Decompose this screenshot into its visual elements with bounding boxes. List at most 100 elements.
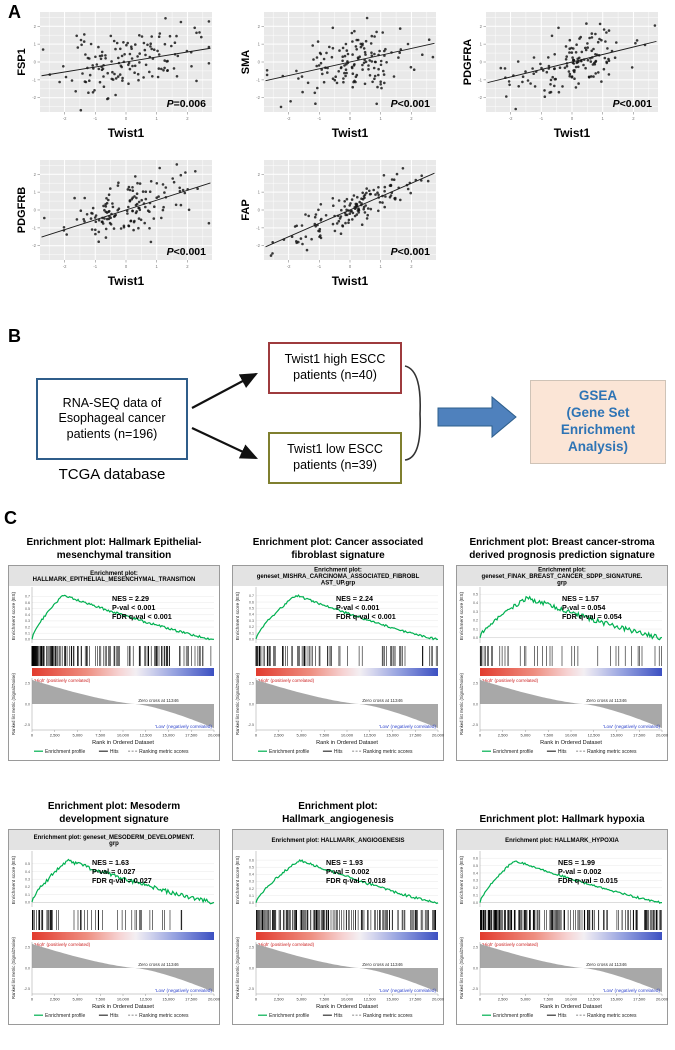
svg-text:17,500: 17,500 — [633, 997, 646, 1002]
gsea-plot-3: Enrichment plot: Breast cancer-stroma de… — [456, 536, 668, 761]
svg-text:Ranked list metric (Signal2Noi: Ranked list metric (Signal2Noise) — [11, 672, 16, 735]
svg-text:0.5: 0.5 — [473, 864, 478, 868]
svg-text:'High' (positively correlated): 'High' (positively correlated) — [258, 678, 315, 683]
svg-text:5,000: 5,000 — [520, 997, 531, 1002]
svg-text:0: 0 — [34, 60, 37, 65]
svg-text:0.6: 0.6 — [249, 600, 254, 604]
svg-text:Enrichment plot:: Enrichment plot: — [314, 568, 362, 574]
tcga-caption: TCGA database — [58, 466, 166, 483]
gsea-plot-title: Enrichment plot: Hallmark Epithelial- me… — [26, 537, 202, 561]
svg-text:0.4: 0.4 — [25, 613, 30, 617]
svg-text:7,500: 7,500 — [319, 733, 330, 738]
svg-text:Twist1: Twist1 — [332, 274, 369, 288]
big-right-arrow-icon — [437, 395, 517, 439]
svg-text:FDR q-val = 0.027: FDR q-val = 0.027 — [92, 876, 152, 885]
svg-text:'Low' (negatively correlated): 'Low' (negatively correlated) — [603, 988, 660, 993]
svg-text:5,000: 5,000 — [72, 997, 83, 1002]
svg-text:-2: -2 — [256, 95, 260, 100]
svg-text:2: 2 — [410, 264, 413, 269]
svg-text:P<0.001: P<0.001 — [613, 98, 653, 110]
svg-text:0.2: 0.2 — [473, 619, 478, 623]
svg-text:-1: -1 — [32, 77, 36, 82]
gsea-result-box: GSEA (Gene Set Enrichment Analysis) — [530, 380, 666, 464]
svg-text:-2: -2 — [32, 95, 36, 100]
svg-text:7,500: 7,500 — [543, 733, 554, 738]
svg-text:-2.5: -2.5 — [248, 723, 254, 727]
svg-text:Enrichment profile: Enrichment profile — [493, 1013, 534, 1019]
svg-text:geneset_MISHRA_CARCINOMA_ASSOC: geneset_MISHRA_CARCINOMA_ASSOCIATED_FIBR… — [257, 574, 420, 580]
svg-text:12,500: 12,500 — [588, 733, 601, 738]
svg-text:P-val = 0.054: P-val = 0.054 — [562, 603, 605, 612]
svg-text:Enrichment score (ES): Enrichment score (ES) — [459, 855, 465, 904]
svg-text:17,500: 17,500 — [185, 997, 198, 1002]
svg-text:Enrichment profile: Enrichment profile — [493, 749, 534, 755]
svg-text:0: 0 — [34, 208, 37, 213]
svg-text:FDR q-val = 0.054: FDR q-val = 0.054 — [562, 612, 622, 621]
svg-text:12,500: 12,500 — [364, 997, 377, 1002]
svg-text:Rank in Ordered Dataset: Rank in Ordered Dataset — [92, 1004, 154, 1010]
svg-text:20,000: 20,000 — [208, 997, 220, 1002]
svg-text:Hits: Hits — [110, 1013, 119, 1019]
svg-text:0.0: 0.0 — [25, 702, 30, 706]
svg-text:15,000: 15,000 — [610, 733, 623, 738]
svg-text:1: 1 — [156, 116, 159, 121]
svg-text:7,500: 7,500 — [543, 997, 554, 1002]
svg-text:2,500: 2,500 — [498, 733, 509, 738]
svg-text:-2.5: -2.5 — [24, 723, 30, 727]
svg-text:0.0: 0.0 — [249, 966, 254, 970]
svg-text:Ranked list metric (Signal2Noi: Ranked list metric (Signal2Noise) — [459, 672, 464, 735]
panel-c-label: C — [4, 508, 17, 528]
arrow-to-high-icon — [191, 372, 258, 409]
svg-text:1: 1 — [380, 264, 383, 269]
svg-text:Zero cross at 11346: Zero cross at 11346 — [362, 962, 403, 967]
svg-text:Zero cross at 11346: Zero cross at 11346 — [138, 698, 179, 703]
svg-text:7,500: 7,500 — [95, 997, 106, 1002]
svg-text:12,500: 12,500 — [588, 997, 601, 1002]
scatter-plot-sma: -2 -2 -1 -1 0 0 1 1 2 2 SMA Twist1 P<0.001 — [240, 6, 445, 146]
svg-text:2.5: 2.5 — [25, 945, 30, 949]
svg-text:5,000: 5,000 — [296, 733, 307, 738]
svg-text:Twist1: Twist1 — [108, 126, 145, 140]
svg-text:Hits: Hits — [110, 749, 119, 755]
svg-text:Enrichment profile: Enrichment profile — [45, 749, 86, 755]
svg-text:0.0: 0.0 — [25, 966, 30, 970]
svg-text:Enrichment profile: Enrichment profile — [269, 1013, 310, 1019]
svg-text:0: 0 — [31, 997, 34, 1002]
svg-text:-1: -1 — [256, 225, 260, 230]
svg-text:5,000: 5,000 — [520, 733, 531, 738]
svg-text:Enrichment profile: Enrichment profile — [45, 1013, 86, 1019]
svg-text:0: 0 — [31, 733, 34, 738]
svg-text:'Low' (negatively correlated): 'Low' (negatively correlated) — [155, 724, 212, 729]
svg-text:10,000: 10,000 — [117, 997, 130, 1002]
svg-text:NES = 1.99: NES = 1.99 — [558, 858, 595, 867]
svg-text:PDGFRA: PDGFRA — [462, 39, 474, 86]
svg-text:SMA: SMA — [240, 50, 252, 75]
svg-text:0.6: 0.6 — [473, 856, 478, 860]
gsea-plot-6: Enrichment plot: Hallmark hypoxia Enrichm… — [456, 800, 668, 1025]
svg-text:15,000: 15,000 — [162, 733, 175, 738]
svg-text:Hits: Hits — [558, 1013, 567, 1019]
svg-text:Hits: Hits — [558, 749, 567, 755]
svg-text:2: 2 — [34, 24, 37, 29]
svg-text:5,000: 5,000 — [296, 997, 307, 1002]
svg-text:1: 1 — [258, 190, 261, 195]
svg-text:0.4: 0.4 — [473, 601, 478, 605]
svg-text:Enrichment plot: HALLMARK_HYPO: Enrichment plot: HALLMARK_HYPOXIA — [505, 838, 619, 844]
svg-text:12,500: 12,500 — [364, 733, 377, 738]
svg-text:0.4: 0.4 — [25, 870, 30, 874]
svg-text:FSP1: FSP1 — [16, 48, 28, 76]
svg-text:'Low' (negatively correlated): 'Low' (negatively correlated) — [155, 988, 212, 993]
gsea-plot-title: Enrichment plot: Mesoderm development si… — [47, 801, 181, 825]
svg-text:'High' (positively correlated): 'High' (positively correlated) — [34, 942, 91, 947]
svg-text:2.5: 2.5 — [473, 681, 478, 685]
svg-text:2: 2 — [632, 116, 635, 121]
svg-text:2.5: 2.5 — [25, 681, 30, 685]
svg-text:0.0: 0.0 — [25, 638, 30, 642]
svg-text:Twist1: Twist1 — [332, 126, 369, 140]
svg-text:17,500: 17,500 — [409, 733, 422, 738]
svg-text:1: 1 — [156, 264, 159, 269]
svg-text:Hits: Hits — [334, 1013, 343, 1019]
svg-text:15,000: 15,000 — [386, 733, 399, 738]
svg-text:2: 2 — [410, 116, 413, 121]
svg-text:0.1: 0.1 — [25, 893, 30, 897]
